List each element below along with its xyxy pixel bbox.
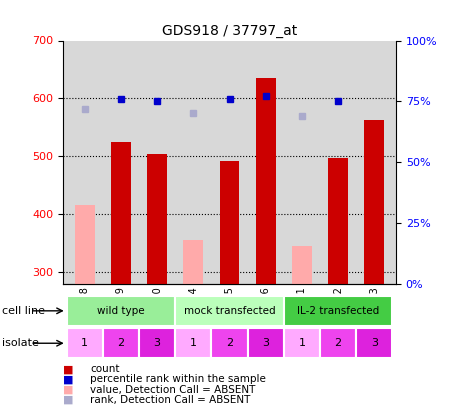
Bar: [175, 296, 284, 326]
Bar: [103, 328, 139, 358]
Bar: [284, 296, 392, 326]
Text: percentile rank within the sample: percentile rank within the sample: [90, 375, 266, 384]
Text: ■: ■: [63, 364, 73, 374]
Text: 3: 3: [153, 338, 161, 348]
Text: isolate: isolate: [2, 338, 39, 348]
Bar: [175, 328, 212, 358]
Text: 1: 1: [81, 338, 88, 348]
Text: ■: ■: [63, 375, 73, 384]
Text: IL-2 transfected: IL-2 transfected: [297, 306, 379, 316]
Bar: [256, 78, 276, 283]
Bar: [67, 328, 103, 358]
Bar: [67, 296, 175, 326]
Bar: [284, 328, 320, 358]
Text: ■: ■: [63, 395, 73, 405]
Bar: [147, 154, 167, 284]
Text: value, Detection Call = ABSENT: value, Detection Call = ABSENT: [90, 385, 256, 394]
Bar: [111, 142, 131, 284]
Text: count: count: [90, 364, 120, 374]
Bar: [75, 205, 94, 284]
Bar: [364, 120, 384, 284]
Bar: [292, 246, 312, 284]
Text: 3: 3: [371, 338, 378, 348]
Text: 3: 3: [262, 338, 269, 348]
Bar: [183, 240, 203, 284]
Bar: [139, 328, 175, 358]
Bar: [220, 161, 239, 284]
Text: 2: 2: [334, 338, 342, 348]
Bar: [320, 328, 356, 358]
Text: wild type: wild type: [97, 306, 145, 316]
Text: 1: 1: [190, 338, 197, 348]
Text: rank, Detection Call = ABSENT: rank, Detection Call = ABSENT: [90, 395, 250, 405]
Text: 1: 1: [298, 338, 306, 348]
Bar: [212, 328, 248, 358]
Bar: [356, 328, 392, 358]
Text: 2: 2: [226, 338, 233, 348]
Text: cell line: cell line: [2, 306, 45, 316]
Bar: [248, 328, 284, 358]
Title: GDS918 / 37797_at: GDS918 / 37797_at: [162, 24, 297, 38]
Text: 2: 2: [117, 338, 125, 348]
Text: mock transfected: mock transfected: [184, 306, 275, 316]
Text: ■: ■: [63, 385, 73, 394]
Bar: [328, 158, 348, 284]
